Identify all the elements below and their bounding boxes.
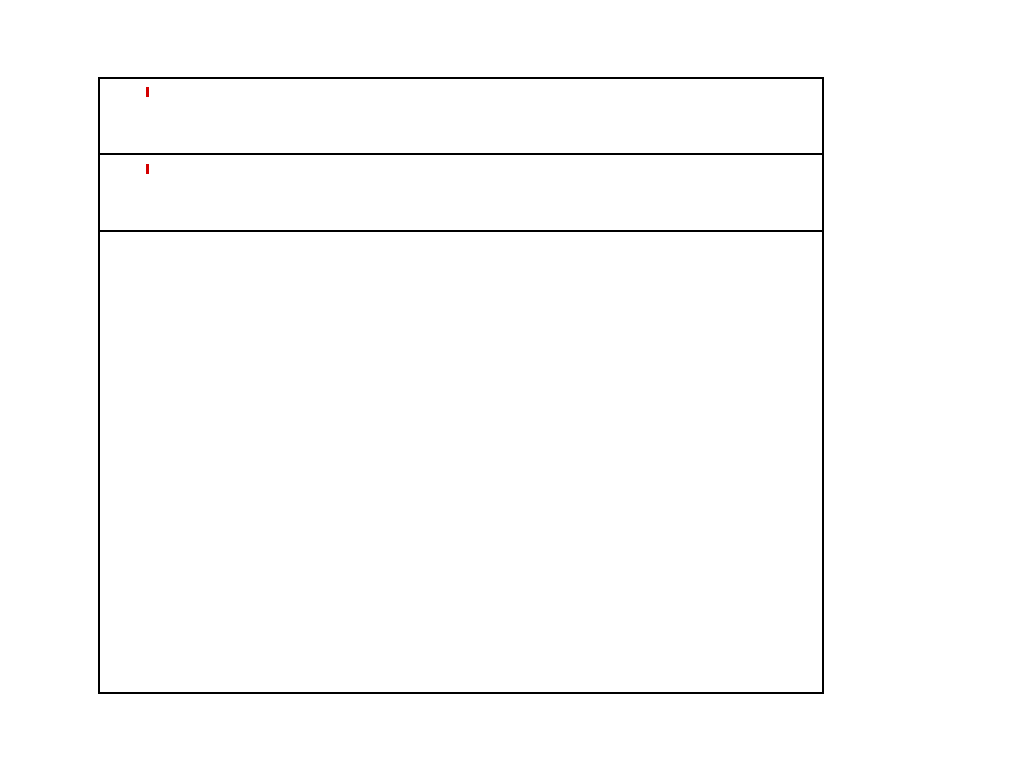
spectrogram-canvas xyxy=(100,232,818,688)
colorbar xyxy=(931,230,940,690)
y-axis-title xyxy=(31,230,51,690)
psd-panel-canvas xyxy=(820,230,908,690)
scale-marker-icon xyxy=(146,164,149,174)
broadband-waveform-panel xyxy=(98,77,824,157)
filtered-waveform-panel xyxy=(98,153,824,234)
filtered-waveform-canvas xyxy=(100,155,818,228)
scale-marker-icon xyxy=(146,87,149,97)
broadband-waveform-canvas xyxy=(100,79,818,151)
spectrogram-panel xyxy=(98,230,824,694)
